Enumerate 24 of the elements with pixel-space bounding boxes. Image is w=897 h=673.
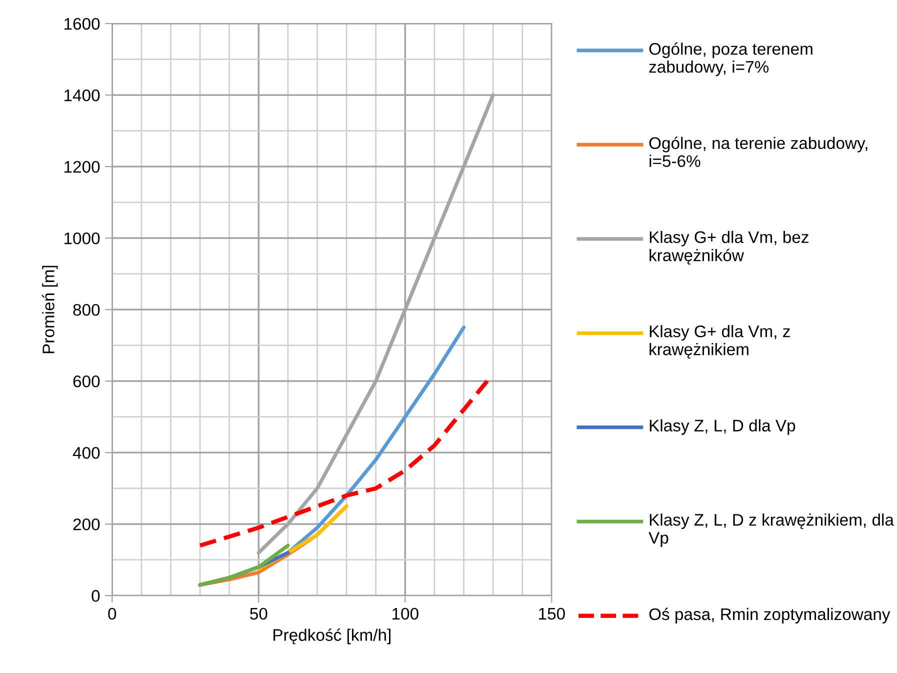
y-tick-label: 600 [73, 375, 100, 388]
y-tick-label: 800 [73, 304, 100, 316]
legend-label: Ogólne, poza terenem zabudowy, i=7% [649, 42, 812, 76]
x-tick-label: 50 [250, 608, 268, 620]
legend-label: Klasy Z, L, D dla Vp [650, 419, 796, 435]
x-tick-label: 150 [539, 608, 565, 620]
legend-label: Klasy G+ dla Vm, bez krawężników [650, 230, 808, 265]
y-tick-label: 400 [72, 446, 100, 459]
y-tick-label: 1400 [64, 89, 100, 102]
x-axis-title: Prędkość [km/h] [274, 628, 390, 644]
line-series [198, 379, 490, 548]
legend-label: Ogólne, na terenie zabudowy, i=5-6% [649, 136, 868, 168]
y-tick-label: 1000 [64, 232, 100, 244]
y-tick-label: 1200 [64, 160, 100, 173]
x-tick-label: 0 [108, 608, 116, 620]
y-axis-title: Promień [m] [42, 266, 58, 354]
y-tick-label: 1600 [64, 18, 100, 30]
legend-label: Klasy G+ dla Vm, z krawężnikiem [650, 325, 790, 359]
legend-label: Oś pasa, Rmin zoptymalizowany [649, 608, 890, 624]
legend-label: Klasy Z, L, D z krawężnikiem, dla Vp [648, 514, 894, 548]
y-tick-label: 200 [73, 518, 100, 530]
line-series [198, 544, 290, 587]
y-tick-label: 0 [92, 590, 100, 602]
x-tick-label: 100 [392, 608, 418, 620]
